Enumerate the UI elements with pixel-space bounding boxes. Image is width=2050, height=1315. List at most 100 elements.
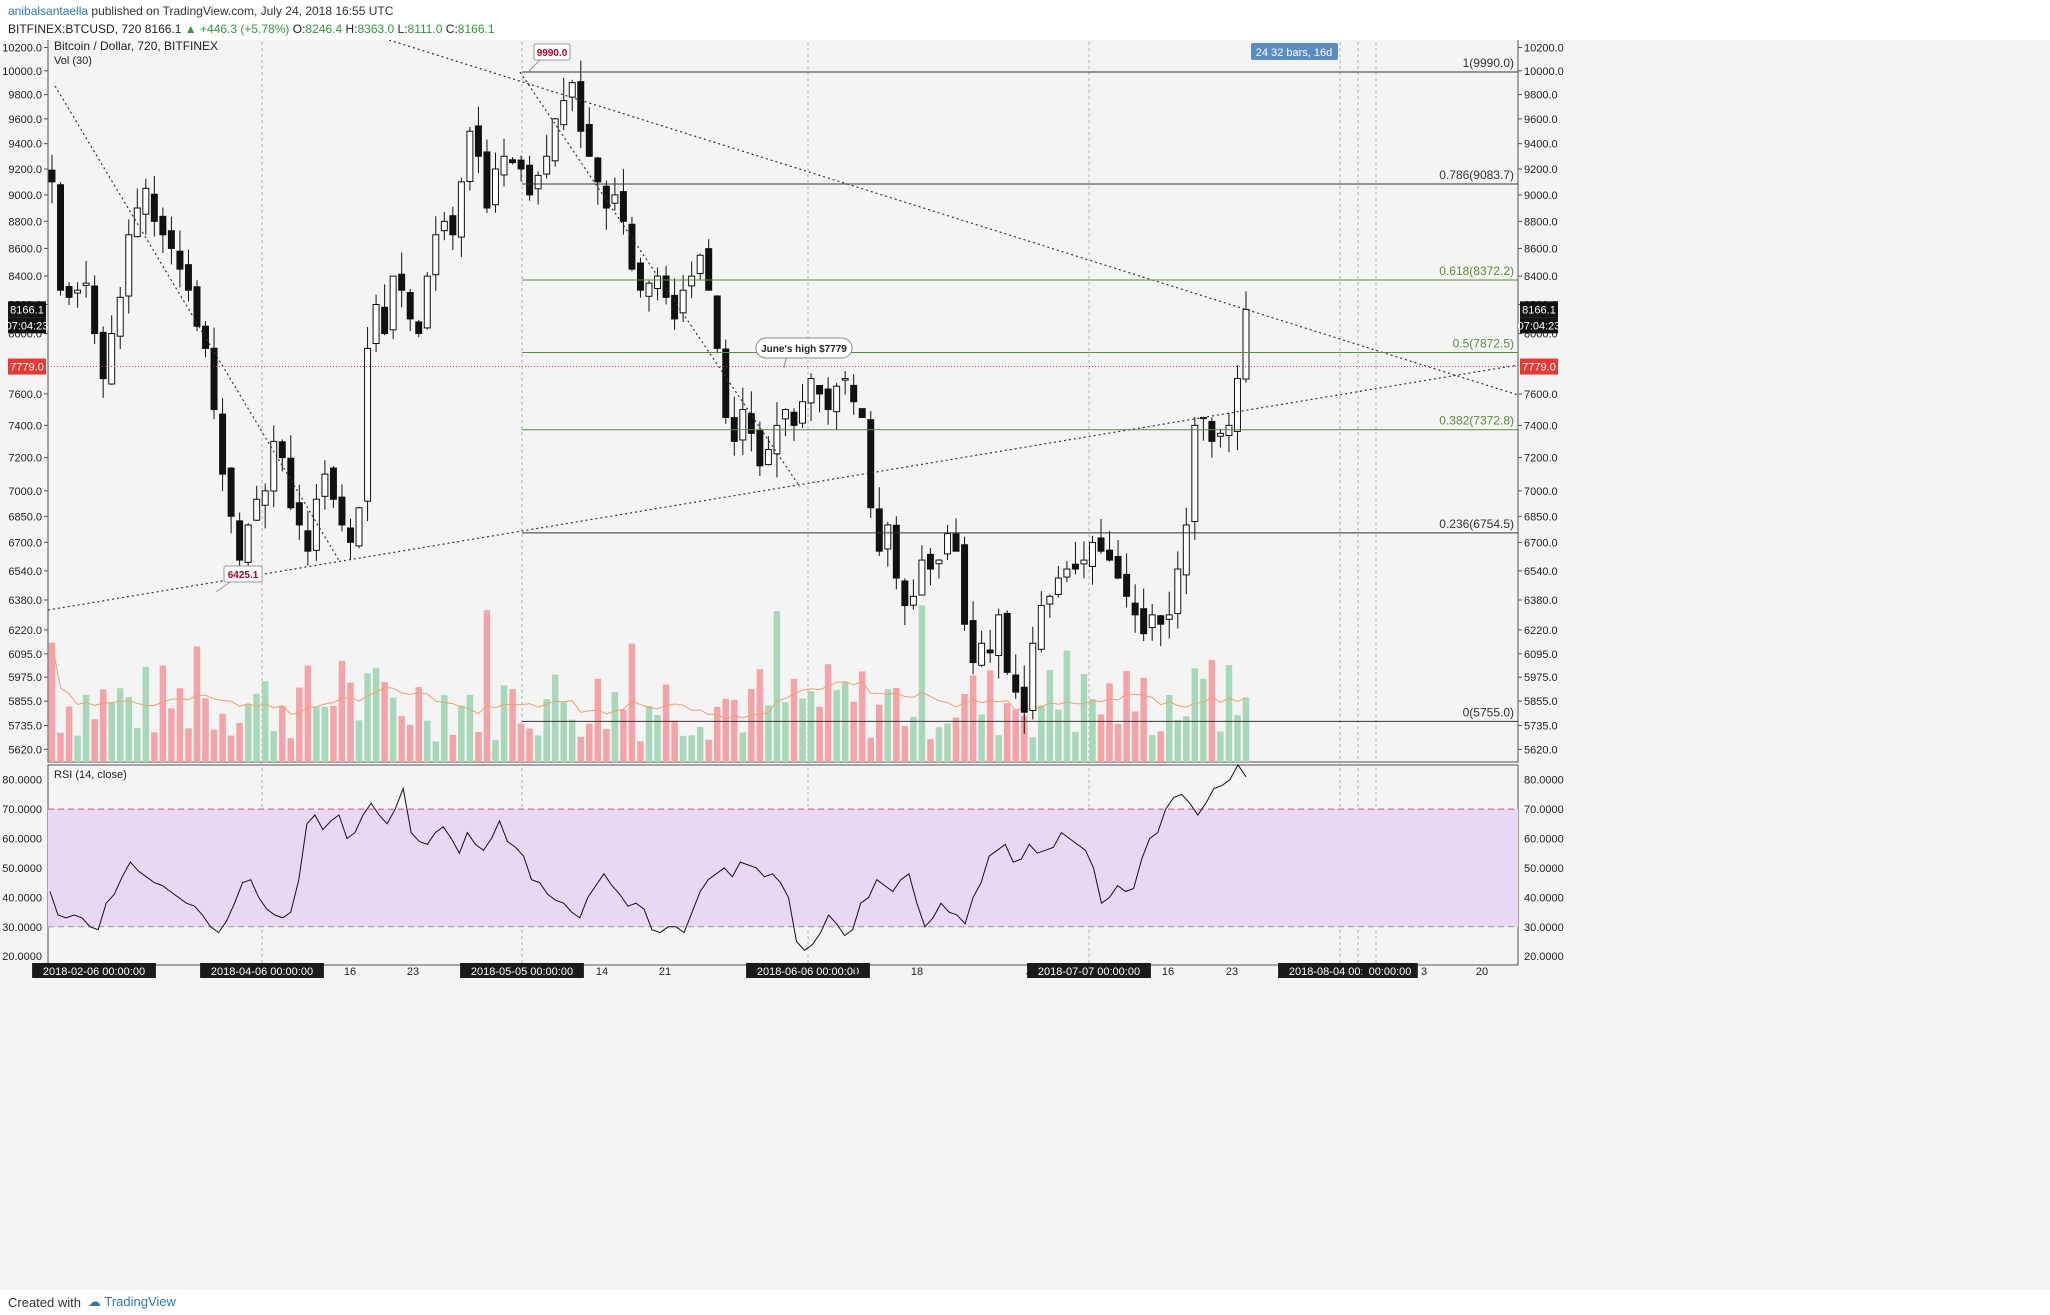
volume-bar [748,689,755,762]
volume-bar [48,642,56,762]
publish-info: published on TradingView.com, July 24, 2… [91,4,394,18]
volume-bar [1191,668,1199,762]
candle-bull [270,440,278,492]
candle-bull [312,498,320,551]
time-label-box [200,963,324,978]
volume-bar [577,736,585,762]
volume-bar [1106,683,1113,762]
candle-bear [1123,573,1131,597]
volume-bar [833,689,840,762]
candle-bull [500,155,508,176]
volume-bar [543,699,550,762]
price-axis-label-right: 6220.0 [1524,625,1558,637]
candle-bear [219,413,227,475]
candle-bull [261,490,269,506]
price-tag-right-bg [1520,301,1558,318]
volume-bar [935,727,943,762]
volume-bar [713,706,721,762]
volume-bar [381,682,388,762]
candle-bear [1097,537,1105,552]
volume-bar [449,734,457,762]
high-label: H: [345,22,358,36]
candle-bull [978,642,986,666]
volume-bar [296,687,303,762]
candle-bear [278,441,286,459]
volume-bar [82,694,90,762]
last-price: 8166.1 [144,22,182,36]
author-link[interactable]: anibalsantaella [8,4,89,18]
volume-bar [91,719,98,762]
rsi-axis-label-left: 50.0000 [2,863,42,875]
candle-bear [858,408,866,418]
candle-bear [517,159,525,170]
volume-bar [1063,650,1071,762]
candle-bull [492,168,499,206]
chart-header: anibalsantaella published on TradingView… [0,0,2050,40]
volume-bar [509,689,516,762]
candle-bull [1148,614,1156,629]
alert-tag-right-bg [1520,358,1558,375]
price-axis-label-left: 8800.0 [8,216,42,228]
volume-bar [773,611,781,762]
time-label: 18 [911,966,923,978]
volume-bar [1012,709,1019,762]
price-axis-label-left: 7200.0 [8,453,42,465]
candle-bull [764,448,772,466]
candle-bear [1003,612,1011,673]
candle-bull [372,303,380,344]
candle-bear [594,157,602,183]
price-axis-label-left: 6095.0 [8,649,42,661]
volume-bar [185,728,192,762]
rsi-axis-label-right: 50.0000 [1524,863,1564,875]
tradingview-logo[interactable]: ☁ TradingView [88,1294,176,1310]
volume-bar [1140,677,1147,762]
volume-bar [790,679,798,762]
chart-canvas[interactable]: 10200.0 10200.0 10000.0 10000.0 9800.0 9800.0… [0,40,2050,1290]
cloud-icon: ☁ [88,1294,105,1309]
candle-bull [125,234,133,297]
candle-bull [1089,541,1096,567]
price-axis-label-left: 7000.0 [8,486,42,498]
volume-bar [287,738,295,762]
candle-bear [662,275,670,298]
candle-bear [969,620,977,664]
candle-bull [82,282,90,286]
volume-bar [705,739,712,762]
price-axis-label-left: 6700.0 [8,537,42,549]
rsi-axis-label-left: 80.0000 [2,775,42,787]
candle-bull [781,409,789,420]
candle-bull [440,220,448,232]
volume-bar [159,665,167,762]
publish-line: anibalsantaella published on TradingView… [8,4,393,18]
candle-bear [790,411,798,426]
candle-bull [133,207,141,238]
volume-bar [1114,723,1122,762]
chart-legend-title: Bitcoin / Dollar, 720, BITFINEX [54,40,218,53]
candle-bull [1225,424,1233,437]
candle-bear [1106,549,1114,561]
rsi-axis-label-left: 30.0000 [2,922,42,934]
rsi-band [48,809,1518,927]
price-axis-label-right: 6540.0 [1524,566,1558,578]
candle-bull [355,507,363,547]
volume-bar [645,705,653,762]
rsi-axis-label-right: 40.0000 [1524,892,1564,904]
candle-bear [398,273,406,291]
brand-name: TradingView [104,1294,176,1309]
volume-bar [304,665,312,762]
candle-bear [901,580,909,607]
bars-range-text: 24 32 bars, 16d [1256,47,1332,59]
price-axis-label-right: 5975.0 [1524,672,1558,684]
volume-bar [961,694,968,762]
candle-bull [1242,308,1250,380]
time-label: 2018-07-07 00:00:00 [1038,966,1140,978]
volume-bar [534,735,542,762]
rsi-line [49,764,1247,951]
volume-bar [1174,719,1182,762]
candle-bear [1157,615,1165,625]
candle-bear [526,164,534,196]
high-callout: 9990.0 [533,43,571,61]
volume-bar [99,689,107,762]
volume-bar [1089,699,1096,762]
volume-bar [483,610,491,762]
